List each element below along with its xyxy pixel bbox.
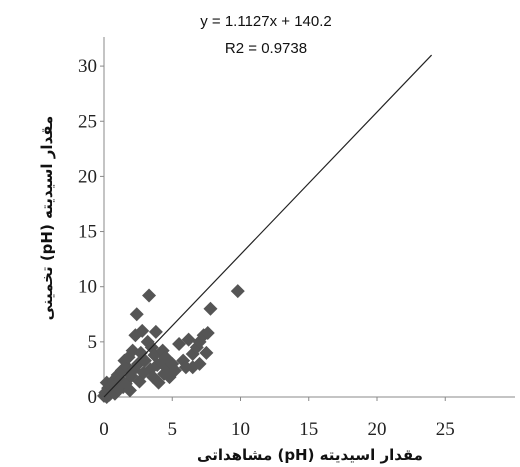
data-point bbox=[129, 307, 144, 322]
x-tick-label: 20 bbox=[368, 419, 387, 440]
y-ticks: 0 5 10 15 20 25 30 bbox=[78, 56, 104, 408]
data-point bbox=[199, 345, 214, 360]
y-tick-label: 15 bbox=[78, 222, 97, 243]
trend-line bbox=[103, 54, 433, 398]
data-point bbox=[122, 383, 137, 398]
x-ticks: 0 5 10 15 20 25 bbox=[99, 397, 455, 440]
y-axis-title: مقدار اسیدیته (pH) تخمینی bbox=[38, 116, 56, 321]
data-point bbox=[167, 363, 182, 378]
data-point bbox=[181, 332, 196, 347]
data-point bbox=[185, 360, 200, 375]
x-tick-label: 15 bbox=[299, 419, 318, 440]
y-tick-label: 20 bbox=[78, 166, 97, 187]
equation-label: y = 1.1127x + 140.2 bbox=[200, 13, 332, 30]
x-tick-label: 5 bbox=[168, 419, 178, 440]
data-points bbox=[97, 284, 245, 404]
y-tick-label: 25 bbox=[78, 111, 97, 132]
y-tick-label: 0 bbox=[88, 387, 98, 408]
data-point bbox=[117, 353, 132, 368]
x-tick-label: 0 bbox=[99, 419, 109, 440]
y-tick-label: 10 bbox=[78, 277, 97, 298]
y-tick-label: 5 bbox=[88, 332, 98, 353]
data-point bbox=[142, 288, 157, 303]
axes bbox=[103, 37, 515, 398]
data-point bbox=[230, 284, 245, 299]
x-tick-label: 10 bbox=[231, 419, 250, 440]
data-point bbox=[203, 301, 218, 316]
y-tick-label: 30 bbox=[78, 56, 97, 77]
data-point bbox=[200, 326, 215, 341]
r-squared-label: R2 = 0.9738 bbox=[225, 40, 307, 57]
x-tick-label: 25 bbox=[436, 419, 455, 440]
data-point bbox=[151, 375, 166, 390]
data-point bbox=[135, 323, 150, 338]
data-point bbox=[148, 324, 163, 339]
x-axis-title: مقدار اسیدیته (pH) مشاهداتی bbox=[197, 446, 423, 464]
